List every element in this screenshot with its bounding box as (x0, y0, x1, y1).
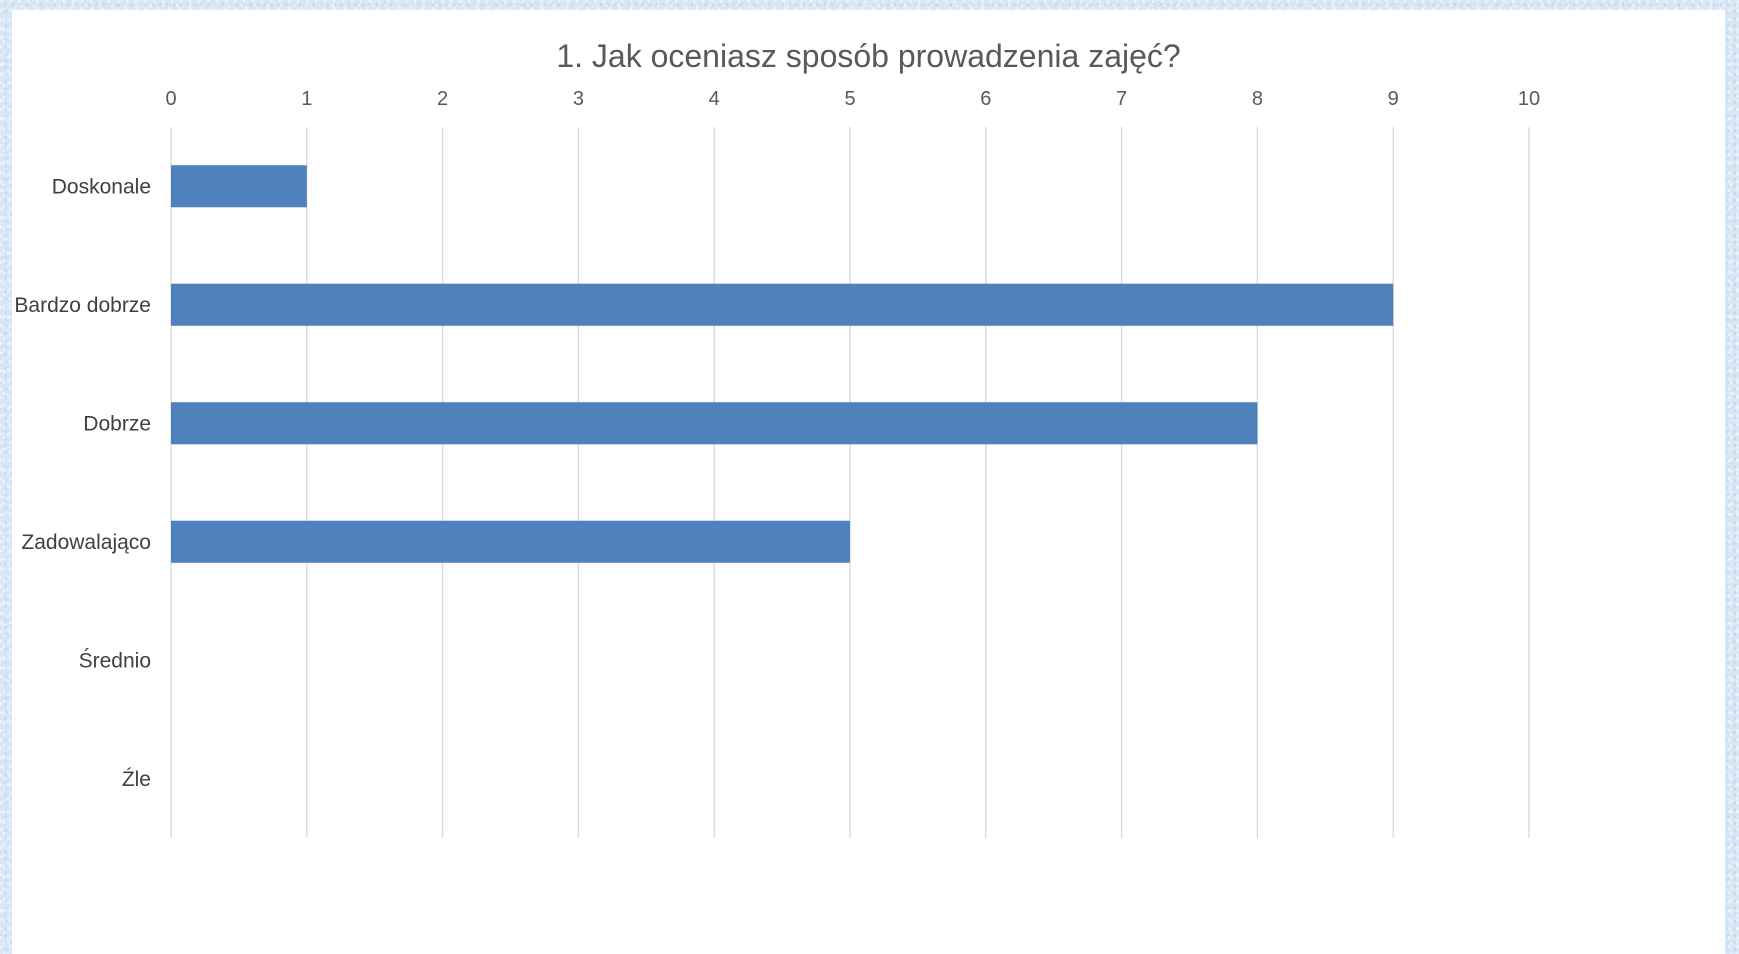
bars (171, 165, 1394, 563)
bar-dobrze (171, 402, 1258, 445)
chart-area: 1. Jak oceniasz sposób prowadzenia zajęć… (12, 10, 1725, 954)
category-label: Doskonale (52, 175, 151, 198)
bar-chart: 0 1 2 3 4 5 6 7 8 9 10 Doskonale Bardzo dobrze Dobrz… (14, 88, 1540, 838)
x-tick-label: 0 (165, 88, 176, 110)
category-label: Zadowalająco (21, 531, 151, 554)
bar-zadowalająco (171, 520, 850, 563)
x-tick-label: 8 (1252, 88, 1263, 110)
bar-bardzo-dobrze (171, 283, 1394, 326)
category-label: Źle (122, 768, 151, 791)
chart-title: 1. Jak oceniasz sposób prowadzenia zajęć… (556, 38, 1181, 74)
x-tick-label: 4 (709, 88, 720, 110)
category-labels: Doskonale Bardzo dobrze Dobrze Zadowalająco… (14, 175, 151, 791)
x-tick-label: 1 (301, 88, 312, 110)
gridlines (170, 127, 1530, 838)
category-label: Średnio (79, 648, 151, 672)
bar-doskonale (171, 165, 307, 208)
category-label: Dobrze (83, 412, 151, 435)
x-tick-label: 2 (437, 88, 448, 110)
x-tick-label: 6 (980, 88, 991, 110)
x-tick-label: 7 (1116, 88, 1127, 110)
category-label: Bardzo dobrze (14, 294, 151, 317)
x-tick-label: 3 (573, 88, 584, 110)
x-axis-ticks: 0 1 2 3 4 5 6 7 8 9 10 (165, 88, 1540, 110)
x-tick-label: 10 (1518, 88, 1540, 110)
x-tick-label: 9 (1388, 88, 1399, 110)
x-tick-label: 5 (844, 88, 855, 110)
